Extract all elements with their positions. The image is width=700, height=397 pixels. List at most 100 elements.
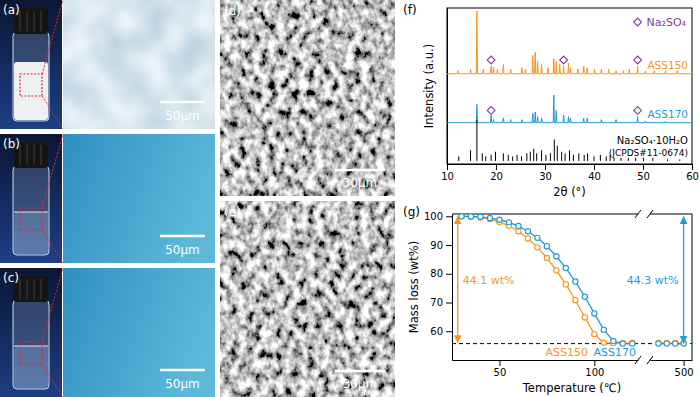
reference-stick [554,140,555,161]
marker [592,311,597,316]
axis-break [635,210,641,218]
y-axis: 60708090100 [424,211,453,361]
tick-mark [447,164,448,170]
meniscus [14,346,48,347]
marker [582,294,587,299]
x-axis-tick: 20 [490,164,503,182]
legend-symbol [634,18,642,26]
tick-label: 60 [430,326,443,337]
cap-ridge [26,279,27,299]
marker [544,244,549,249]
y-axis-tick: 100 [424,211,452,222]
scale-bar-label: 50μm [165,109,200,123]
y-axis-tick: 80 [430,268,452,279]
tga-line [658,343,683,344]
reference-stick [530,152,531,161]
reference-stick [482,153,483,161]
scale-bar [160,369,205,372]
reference-stick [517,155,518,161]
plot-area [656,341,686,346]
reference-stick [491,155,492,161]
tick-mark [446,331,452,332]
x-axis-tick: 40 [588,164,601,182]
cap-ridge [40,11,41,31]
marker [560,56,568,64]
scale-bar-label: 30μm [343,176,378,190]
y-axis-line [452,215,453,361]
tick-mark [692,164,693,170]
reference-stick [476,120,477,161]
cap-ridge [26,11,27,31]
reference-stick [521,156,522,161]
marker [535,235,540,240]
tick-label: 500 [675,367,694,378]
vial-liquid [14,212,48,254]
marker [673,340,678,345]
marker [554,254,559,259]
tick-label: 20 [490,171,503,182]
marker [516,223,521,228]
marker [516,229,521,234]
series-label: ASS150 [546,346,589,359]
series-label: ASS170 [647,108,688,120]
y-axis-title: Intensity (a.u.) [422,44,436,128]
plot-frame [650,214,692,215]
panel-label: (f) [403,3,417,17]
marker [459,214,464,219]
reference-stick [587,153,588,161]
marker [459,214,464,219]
reference-stick [508,155,509,161]
reference-stick [533,149,534,161]
x-axis-title: Temperature (℃) [522,381,621,395]
legend-label: Na₂SO₄ [647,16,687,29]
zoom-line [42,0,63,74]
x-axis-tick: 50 [637,164,650,182]
tick-label: 100 [424,211,443,222]
tick-mark [446,303,452,304]
x-axis-tick: 50 [494,360,507,378]
marker [634,56,642,64]
marker [506,220,511,225]
sem-panel: 30μm(d) [220,0,395,196]
marker [563,265,568,270]
zoom-line [42,230,63,263]
scale-bar [160,235,205,238]
plot-area [656,340,686,345]
marker [487,107,495,115]
marker [487,56,495,64]
marker [620,340,625,345]
y-axis-tick: 60 [430,326,452,337]
marker [673,341,678,346]
annotation: 44.3 wt% [627,274,679,287]
marker [497,217,502,222]
y-axis-tick: 70 [430,297,452,308]
series-label: ASS150 [647,59,688,71]
meniscus [14,212,48,213]
series-label: ASS170 [594,346,637,359]
reference-stick [550,153,551,161]
figure: 50μm(a)50μm(b)50μm(c)30μm(d)30μm(e)10203… [0,0,700,397]
tick-label: 60 [686,171,699,182]
cap-ridge [33,145,34,165]
reference-stick [578,153,579,161]
reference-stick [569,150,570,161]
marker [630,340,635,345]
reference-stick [503,153,504,161]
marker [487,215,492,220]
xrd-chart: 102030405060ASS150ASS170Na₂SO₄·10H₂O(JCP… [403,3,699,199]
x-axis-line [448,164,693,165]
tick-mark [446,245,452,246]
tga-chart: 5010050060708090100ASS150ASS17044.1 wt%4… [403,205,694,395]
scale-bar-label: 50μm [165,377,200,391]
micrograph [63,268,215,397]
marker [478,215,483,220]
reference-stick [620,158,621,161]
zoom-box [20,208,42,230]
plot-area [459,214,635,346]
vial-body [13,300,49,389]
reference-stick [485,156,486,161]
x-axis: 500 [651,360,694,378]
photo-panel: 50μm(b) [0,134,215,263]
annotation: (JCPDS#11-0674) [609,148,688,158]
cap-ridge [40,145,41,165]
